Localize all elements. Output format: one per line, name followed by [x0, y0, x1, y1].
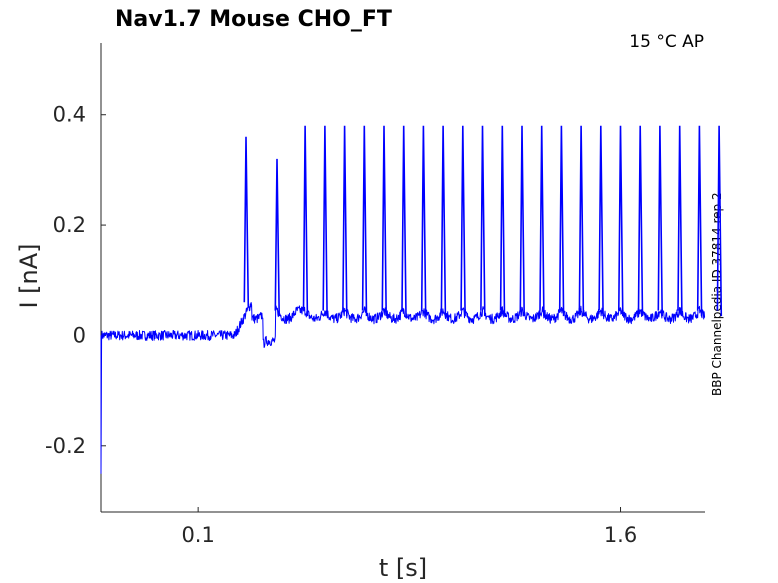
spike-peak: [519, 125, 525, 317]
spike-peak: [302, 125, 309, 317]
spike-peak: [274, 158, 280, 317]
y-axis-label: I [nA]: [15, 243, 43, 308]
spike-peak: [558, 125, 565, 317]
current-trace: [100, 302, 706, 474]
y-ticks: -0.2 0 0.2 0.4: [45, 103, 106, 458]
spike-peak: [657, 125, 663, 317]
x-axis-label: t [s]: [379, 554, 427, 582]
x-tick-label: 1.6: [604, 523, 637, 547]
y-tick-label: -0.2: [45, 434, 86, 458]
y-tick-label: 0.4: [53, 103, 86, 127]
spike-peak: [381, 125, 387, 317]
spike-peak: [696, 125, 703, 317]
spike-peak: [322, 125, 328, 317]
y-tick-label: 0.2: [53, 213, 86, 237]
condition-annotation: 15 °C AP: [629, 32, 704, 52]
chart-title: Nav1.7 Mouse CHO_FT: [115, 7, 392, 32]
spike-peak: [499, 125, 506, 317]
spike-peak: [578, 125, 585, 317]
spike-peak: [637, 125, 644, 317]
x-ticks: 0.1 1.6: [181, 507, 637, 547]
spike-peak: [539, 125, 545, 317]
spike-peak: [716, 125, 723, 317]
spike-peak: [401, 125, 407, 317]
spikes: [243, 125, 723, 317]
y-tick-label: 0: [73, 323, 86, 347]
spike-peak: [480, 125, 486, 317]
spike-peak: [420, 125, 427, 317]
spike-peak: [361, 125, 368, 317]
spike-peak: [460, 125, 466, 317]
spike-peak: [677, 125, 683, 317]
spike-peak: [342, 125, 348, 317]
x-tick-label: 0.1: [181, 523, 214, 547]
spike-peak: [440, 125, 447, 317]
spike-peak: [618, 125, 624, 317]
spike-peak: [243, 136, 250, 308]
spike-peak: [598, 125, 604, 317]
